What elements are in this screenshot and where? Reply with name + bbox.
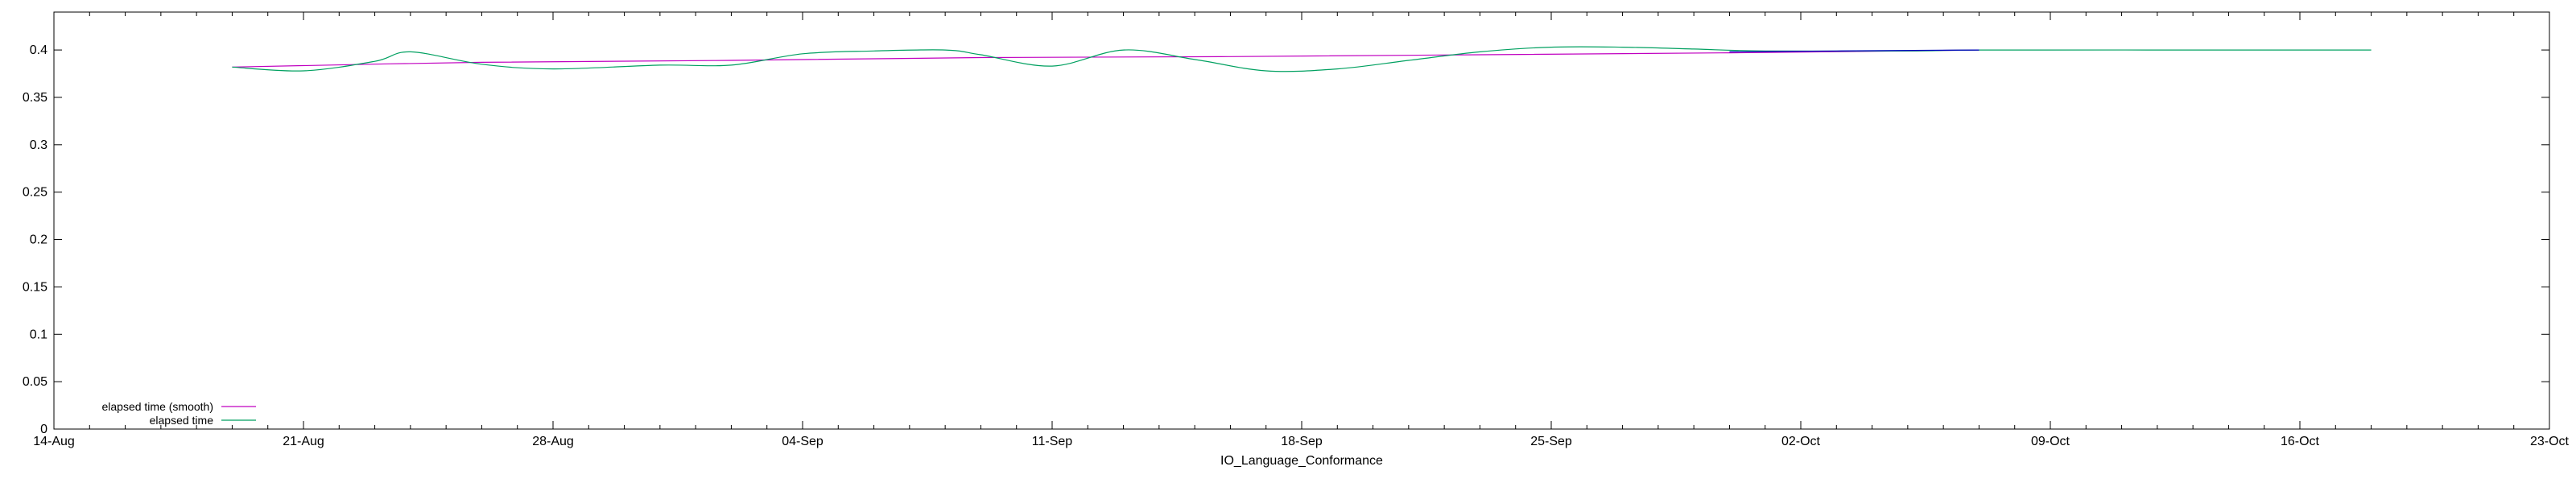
series-line-0 bbox=[232, 49, 1979, 68]
x-tick-label: 09-Oct bbox=[2031, 435, 2070, 448]
y-tick-label: 0.15 bbox=[23, 280, 47, 294]
x-tick-label: 18-Sep bbox=[1281, 435, 1323, 448]
legend: elapsed time (smooth)elapsed time bbox=[101, 400, 256, 427]
legend-label: elapsed time (smooth) bbox=[101, 400, 213, 413]
series-line-1 bbox=[232, 46, 2372, 72]
series-lines bbox=[232, 46, 2372, 72]
y-tick-label: 0.3 bbox=[30, 138, 47, 152]
y-tick-label: 0.05 bbox=[23, 375, 47, 389]
plot-frame bbox=[53, 11, 2550, 430]
y-tick-label: 0.2 bbox=[30, 233, 47, 247]
x-axis-title: IO_Language_Conformance bbox=[1220, 454, 1383, 468]
legend-label: elapsed time bbox=[150, 414, 214, 427]
x-tick-label: 25-Sep bbox=[1530, 435, 1572, 448]
x-tick-label: 14-Aug bbox=[33, 435, 75, 448]
series-line-2 bbox=[1729, 49, 1979, 52]
y-tick-label: 0.4 bbox=[30, 43, 47, 57]
x-axis-ticks: 14-Aug 21-Aug 28-Aug 04-Sep 11-Sep 18-Sep 25-S… bbox=[33, 12, 2570, 448]
x-tick-label: 23-Oct bbox=[2530, 435, 2570, 448]
y-tick-label: 0.1 bbox=[30, 328, 47, 341]
y-tick-label: 0 bbox=[40, 423, 47, 436]
y-axis-ticks: 0 0.05 0.1 0.15 0.2 0.25 0.3 0.35 0.4 bbox=[23, 43, 2549, 436]
minor-ticks bbox=[53, 12, 2550, 429]
y-tick-label: 0.25 bbox=[23, 186, 47, 200]
x-tick-label: 02-Oct bbox=[1781, 435, 1821, 448]
y-tick-label: 0.35 bbox=[23, 91, 47, 105]
x-tick-label: 21-Aug bbox=[283, 435, 324, 448]
x-tick-label: 16-Oct bbox=[2281, 435, 2320, 448]
x-tick-label: 11-Sep bbox=[1032, 435, 1073, 448]
x-tick-label: 04-Sep bbox=[782, 435, 824, 448]
x-tick-label: 28-Aug bbox=[532, 435, 574, 448]
